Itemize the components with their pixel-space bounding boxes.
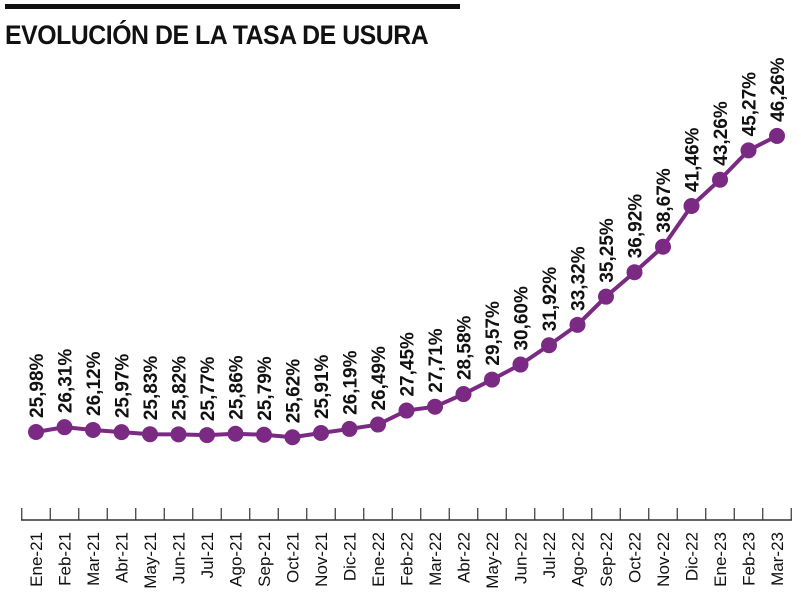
x-tick-label: Jul-22	[540, 532, 559, 578]
x-tick-label: Oct-21	[284, 532, 303, 583]
data-point	[113, 424, 130, 441]
x-tick-label: Feb-21	[56, 532, 75, 586]
data-point	[56, 419, 73, 436]
x-tick-label: Mar-23	[768, 532, 787, 586]
x-tick-label: Oct-22	[626, 532, 645, 583]
x-tick-label: Jun-21	[170, 532, 189, 584]
data-label: 45,27%	[740, 72, 761, 137]
x-tick-label: Abr-22	[455, 532, 474, 583]
data-label: 25,86%	[227, 355, 248, 420]
data-point	[370, 416, 386, 433]
data-point	[85, 421, 101, 438]
data-label: 25,97%	[113, 354, 134, 419]
x-tick-label: Ene-21	[27, 532, 46, 587]
x-tick-label: Jul-21	[198, 532, 217, 578]
data-label: 26,12%	[84, 351, 105, 416]
data-point	[341, 420, 358, 437]
x-tick-label: Jun-22	[512, 532, 531, 584]
data-label: 36,92%	[626, 194, 647, 259]
data-point	[256, 426, 272, 443]
data-label: 26,49%	[369, 346, 390, 411]
x-tick-label: Ago-22	[569, 532, 588, 587]
data-label: 28,58%	[455, 315, 476, 380]
data-point	[655, 238, 671, 255]
chart-title: EVOLUCIÓN DE LA TASA DE USURA	[5, 20, 429, 50]
data-label: 26,31%	[56, 349, 77, 414]
data-label: 27,45%	[398, 332, 419, 397]
data-label: 25,91%	[312, 354, 333, 419]
x-tick-label: Mar-21	[84, 532, 103, 586]
x-tick-label: May-22	[483, 532, 502, 589]
x-tick-label: Sep-21	[255, 532, 274, 587]
x-tick-label: Ene-23	[711, 532, 730, 587]
data-point	[484, 371, 500, 388]
data-label: 30,60%	[512, 286, 533, 351]
data-point	[28, 424, 44, 440]
x-tick-label: Dic-21	[341, 532, 360, 581]
x-tick-label: Feb-23	[740, 532, 759, 586]
x-tick-label: Dic-22	[683, 532, 702, 581]
data-point	[598, 288, 614, 305]
data-point	[712, 171, 728, 188]
data-label: 25,83%	[141, 356, 162, 421]
data-label: 27,71%	[426, 328, 447, 393]
data-label: 26,19%	[341, 350, 362, 415]
data-label: 38,67%	[654, 168, 675, 233]
data-label: 41,46%	[683, 127, 704, 192]
x-tick-label: Nov-21	[312, 532, 331, 587]
data-label: 25,62%	[284, 359, 305, 424]
x-tick-label: Sep-22	[597, 532, 616, 587]
data-label: 31,92%	[540, 267, 561, 332]
data-label: 35,25%	[597, 218, 618, 283]
data-point	[227, 425, 244, 442]
data-point	[170, 426, 187, 443]
data-point	[284, 429, 301, 446]
data-point	[512, 356, 529, 373]
data-label: 43,26%	[711, 101, 732, 166]
data-label: 25,82%	[170, 356, 191, 421]
x-tick-label: Ago-21	[227, 532, 246, 587]
data-point	[398, 402, 415, 419]
data-point	[626, 264, 643, 281]
x-tick-label: Mar-22	[426, 532, 445, 586]
data-point	[455, 386, 472, 403]
data-point	[740, 142, 757, 159]
title-rule	[5, 4, 460, 9]
data-label: 25,98%	[27, 353, 48, 418]
data-label: 46,26%	[768, 57, 789, 122]
data-point	[427, 398, 443, 415]
data-point	[569, 316, 586, 333]
data-label: 33,32%	[569, 246, 590, 311]
x-tick-label: May-21	[141, 532, 160, 589]
data-point	[142, 426, 158, 443]
data-point	[541, 337, 557, 354]
x-tick-label: Ene-22	[369, 532, 388, 587]
x-tick-label: Feb-22	[398, 532, 417, 586]
data-label: 25,77%	[198, 357, 219, 422]
data-point	[769, 127, 785, 144]
data-point	[199, 427, 215, 444]
data-point	[683, 197, 700, 214]
data-point	[313, 425, 329, 442]
data-label: 29,57%	[483, 301, 504, 366]
data-label: 25,79%	[255, 356, 276, 421]
x-tick-label: Abr-21	[113, 532, 132, 583]
x-tick-label: Nov-22	[654, 532, 673, 587]
